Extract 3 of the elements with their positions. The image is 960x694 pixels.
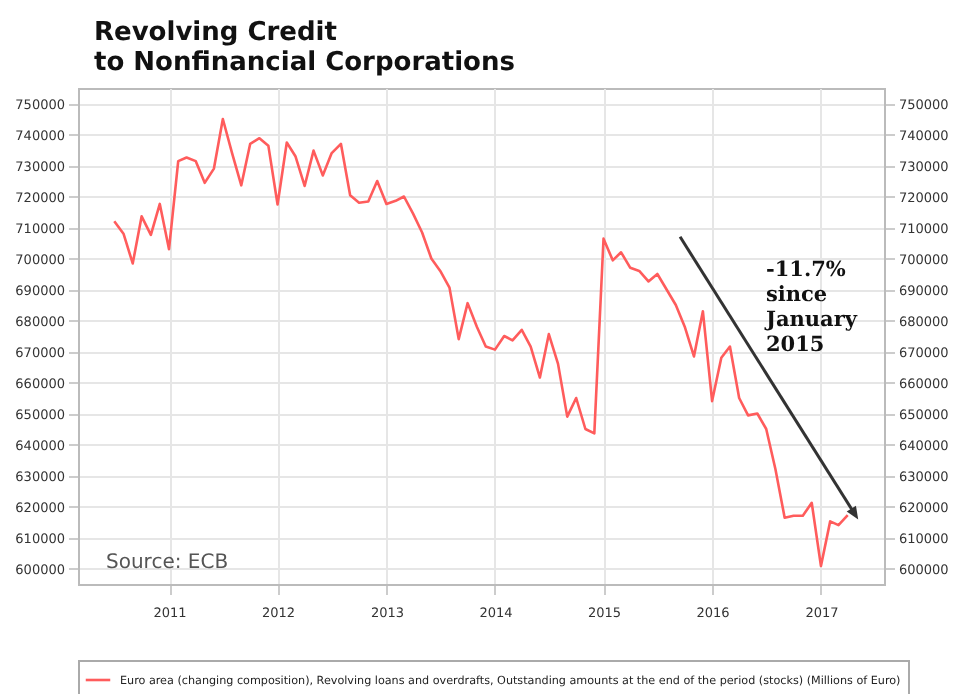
chart-title: Revolving Credit to Nonfinancial Corporations <box>94 18 516 78</box>
annotation: Source: ECB <box>106 552 229 574</box>
annotation: -11.7% since January 2015 <box>764 258 859 357</box>
